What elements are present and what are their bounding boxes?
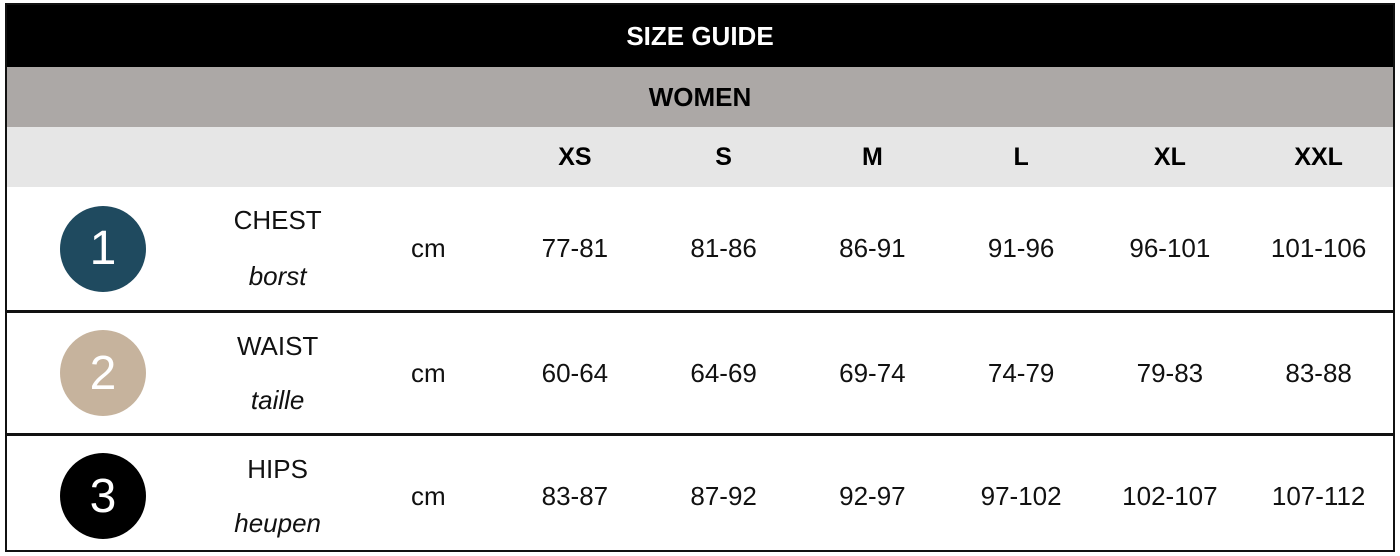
size-value: 102-107: [1122, 480, 1218, 511]
size-value: 81-86: [690, 233, 757, 263]
number-badge-icon: 3: [60, 453, 147, 539]
unit: cm: [411, 233, 446, 263]
size-value: 101-106: [1270, 233, 1367, 263]
size-value: 83-88: [1285, 357, 1352, 388]
table-title: SIZE GUIDE: [7, 5, 1393, 67]
size-value: 87-92: [690, 480, 757, 511]
size-value: 107-112: [1271, 480, 1366, 511]
size-value: 60-64: [541, 357, 609, 388]
size-value: 96-101: [1129, 233, 1211, 263]
measurement-translation: heupen: [234, 507, 322, 538]
measurement-translation: borst: [248, 260, 307, 291]
size-header: L: [1013, 142, 1029, 171]
section-header: WOMEN: [7, 67, 1393, 127]
number-badge-icon: 2: [60, 330, 147, 416]
size-header: M: [861, 142, 883, 171]
measurement-label: CHEST: [233, 205, 322, 236]
size-value: 83-87: [541, 480, 609, 511]
size-value: 97-102: [980, 480, 1062, 511]
size-value: 92-97: [839, 480, 906, 511]
size-header: XL: [1153, 142, 1186, 171]
table-row: 1 CHEST borst cm 77-81 81-86 86-91 91-96 96-10…: [7, 187, 1393, 310]
table-row: 2 WAIST taille cm 60-64 64-69 69-74 74-79 79-8…: [7, 310, 1393, 433]
unit: cm: [411, 480, 446, 511]
size-header-row: XS S M L XL XXL: [7, 127, 1393, 187]
size-value: 91-96: [987, 233, 1055, 263]
size-value: 74-79: [987, 357, 1055, 388]
unit: cm: [411, 357, 446, 388]
table-row: 3 HIPS heupen cm 83-87 87-92 92-97 97-102 102-…: [7, 433, 1393, 556]
number-badge-icon: 1: [60, 205, 147, 292]
measurement-label: HIPS: [247, 453, 308, 484]
measurement-label: WAIST: [236, 330, 319, 361]
size-value: 86-91: [839, 233, 906, 263]
size-value: 79-83: [1136, 357, 1204, 388]
size-header: S: [715, 142, 732, 171]
size-header: XXL: [1294, 142, 1343, 171]
size-value: 64-69: [690, 357, 757, 388]
size-header: XS: [558, 142, 592, 171]
size-value: 69-74: [839, 357, 906, 388]
size-value: 77-81: [541, 233, 609, 263]
size-guide-table: SIZE GUIDE WOMEN XS S M L XL XXL 1 CHEST…: [5, 3, 1395, 552]
measurement-translation: taille: [250, 384, 305, 415]
